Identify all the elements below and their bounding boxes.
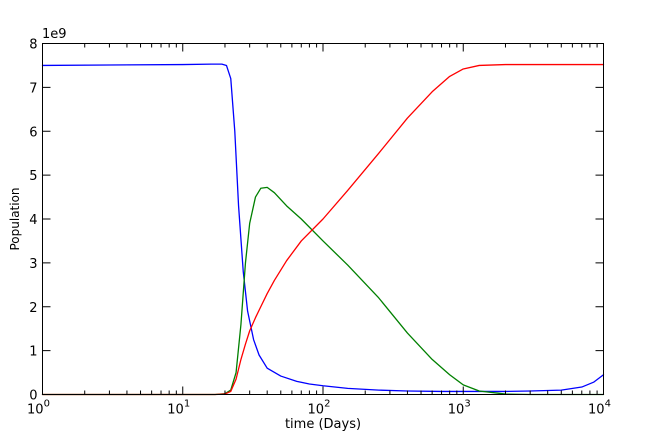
x-axis-label: time (Days): [285, 417, 361, 432]
x-tick-exponent: 0: [44, 399, 50, 410]
x-tick-base: 10: [448, 403, 465, 418]
x-tick-exponent: 1: [184, 399, 190, 410]
series-line-2: [41, 63, 605, 396]
y-tick-label: 8: [29, 38, 37, 53]
x-tick-base: 10: [27, 403, 44, 418]
x-tick-label: 103: [448, 399, 471, 418]
x-tick-exponent: 3: [464, 399, 470, 410]
plot-frame: [42, 43, 604, 395]
series-layer: [41, 63, 605, 396]
y-tick-label: 0: [29, 389, 37, 404]
y-tick-label: 3: [29, 257, 37, 272]
y-tick-label: 5: [29, 169, 37, 184]
x-tick-base: 10: [308, 403, 325, 418]
x-tick-label: 104: [588, 399, 611, 418]
series-line-0: [41, 63, 605, 393]
x-tick-label: 101: [167, 399, 190, 418]
y-multiplier-label: 1e9: [42, 27, 67, 42]
x-tick-base: 10: [167, 403, 184, 418]
x-tick-base: 10: [588, 403, 605, 418]
x-tick-label: 102: [308, 399, 331, 418]
y-axis-label: Population: [8, 187, 22, 250]
y-tick-label: 6: [29, 125, 37, 140]
y-tick-label: 1: [29, 345, 37, 360]
x-tick-exponent: 4: [605, 399, 611, 410]
y-tick-label: 2: [29, 301, 37, 316]
x-tick-label: 100: [27, 399, 50, 418]
y-tick-label: 7: [29, 81, 37, 96]
x-tick-exponent: 2: [324, 399, 330, 410]
series-line-1: [41, 186, 605, 396]
y-tick-label: 4: [29, 213, 37, 228]
